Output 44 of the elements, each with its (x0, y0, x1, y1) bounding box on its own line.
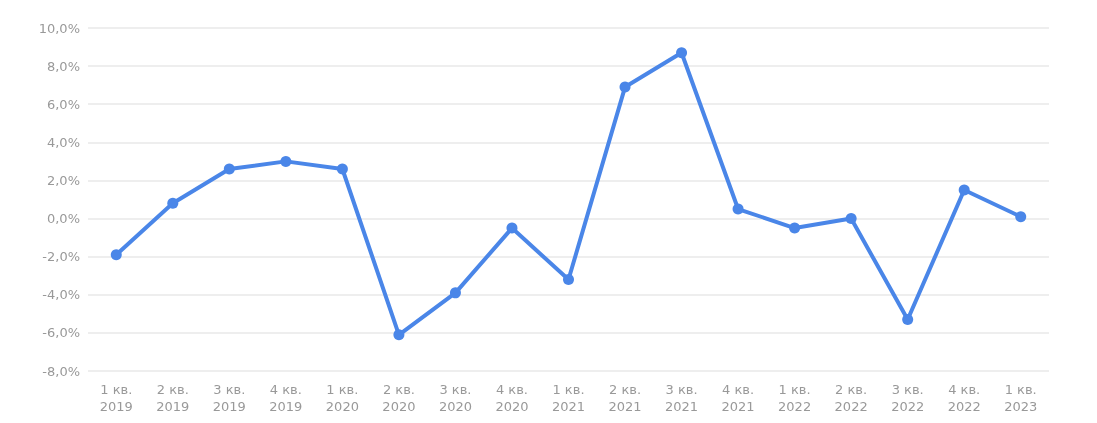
point (506, 222, 518, 234)
y-tick-label: 2,0% (46, 172, 80, 188)
y-tick-label: 8,0% (46, 58, 80, 74)
point (336, 163, 348, 175)
x-tick-label: 1 кв. 2022 (778, 382, 812, 414)
x-tick-label: 4 кв. 2020 (495, 382, 529, 414)
point (563, 274, 574, 286)
x-tick-label: 3 кв. 2019 (212, 382, 246, 414)
point (619, 81, 631, 93)
point (449, 287, 461, 299)
y-tick-label: -8,0% (42, 363, 80, 379)
x-tick-label: 4 кв. 2021 (721, 382, 755, 414)
point (393, 329, 405, 341)
x-tick-label: 2 кв. 2020 (382, 382, 416, 414)
point (167, 197, 179, 209)
x-tick-label: 2 кв. 2019 (156, 382, 190, 414)
y-tick-label: 6,0% (46, 96, 80, 112)
y-tick-label: -6,0% (42, 325, 80, 341)
x-tick-label: 1 кв. 2019 (99, 382, 133, 414)
x-tick-label: 3 кв. 2020 (438, 382, 472, 414)
y-tick-label: -2,0% (42, 249, 80, 265)
x-tick-label: 1 кв. 2020 (325, 382, 359, 414)
y-tick-label: 0,0% (46, 211, 80, 227)
x-tick-label: 3 кв. 2021 (665, 382, 699, 414)
point (110, 249, 122, 261)
x-tick-label: 2 кв. 2021 (608, 382, 642, 414)
point (1015, 211, 1027, 223)
point (958, 184, 970, 196)
point (223, 163, 235, 175)
x-tick-label: 2 кв. 2022 (834, 382, 868, 414)
point (845, 213, 857, 225)
point (789, 222, 801, 234)
x-tick-label: 3 кв. 2022 (891, 382, 925, 414)
x-tick-label: 1 кв. 2023 (1004, 382, 1038, 414)
point (280, 155, 292, 167)
y-tick-label: 10,0% (38, 20, 80, 36)
point (676, 47, 688, 59)
point (732, 203, 744, 215)
point (902, 314, 914, 326)
y-tick-label: 4,0% (46, 134, 80, 150)
y-tick-label: -4,0% (42, 287, 80, 303)
x-tick-label: 4 кв. 2022 (947, 382, 981, 414)
x-tick-label: 1 кв. 2021 (551, 382, 586, 414)
x-tick-label: 4 кв. 2019 (269, 382, 303, 414)
